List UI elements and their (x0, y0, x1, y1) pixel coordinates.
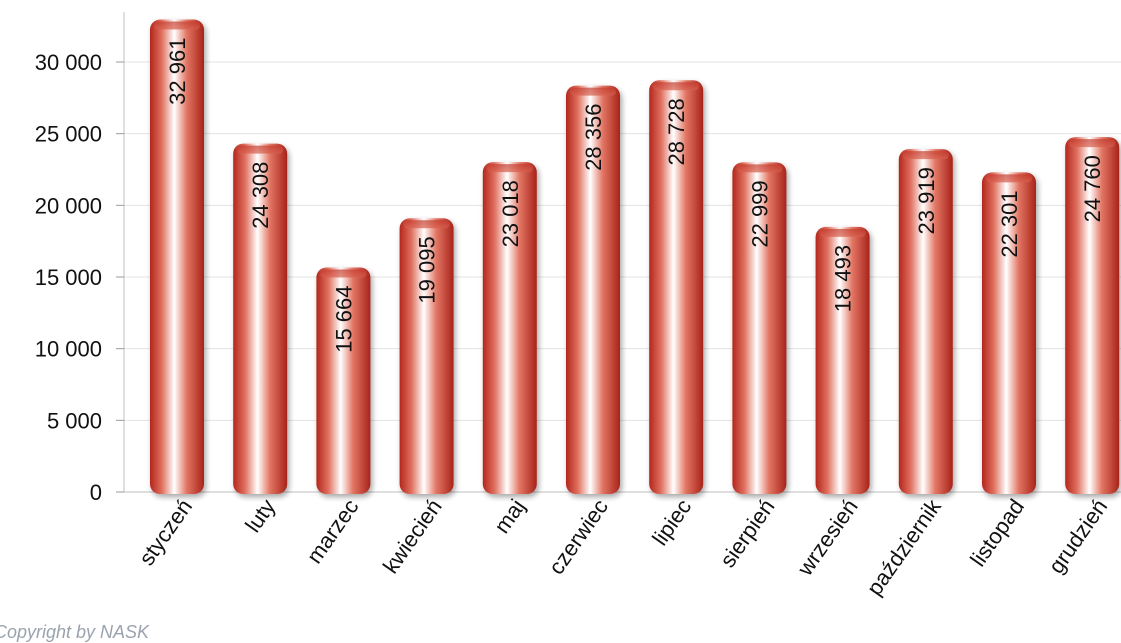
bar (566, 85, 620, 495)
bar-value-label: 15 664 (331, 285, 356, 352)
bars: 32 961 24 308 15 664 19 095 23 018 28 356 28 7… (150, 19, 1120, 495)
gridlines (124, 61, 1121, 493)
bar-cap (902, 151, 949, 160)
bar (482, 162, 537, 495)
bar-group: 24 308 (233, 143, 288, 494)
x-tick-label: sierpień (715, 495, 780, 572)
bar-value-label: 32 961 (165, 38, 190, 105)
bar-value-label: 28 728 (664, 98, 689, 165)
bar-cap (1069, 139, 1116, 148)
bar-cap (570, 87, 616, 96)
bar-cap (819, 228, 866, 237)
bar-group: 23 919 (898, 149, 953, 494)
bar-value-label: 18 493 (831, 245, 856, 312)
bar (150, 19, 204, 495)
y-tick-label: 5 000 (47, 408, 102, 433)
bar-group: 19 095 (399, 218, 454, 494)
x-tick-label: styczeń (134, 495, 197, 570)
bar-cap (986, 174, 1032, 183)
x-tick-label: kwiecień (378, 495, 447, 578)
bar (982, 172, 1036, 494)
bar (732, 162, 787, 495)
bar (898, 149, 953, 494)
bar-group: 32 961 (150, 19, 204, 495)
copyright-note: Copyright by NASK (0, 622, 150, 642)
x-tick-label: luty (240, 495, 280, 537)
bar (1065, 137, 1120, 494)
y-tick-label: 10 000 (35, 337, 102, 362)
bar-value-label: 22 301 (997, 190, 1022, 257)
x-tick-label: maj (489, 495, 530, 538)
bar-group: 15 664 (316, 267, 371, 494)
x-tick-label: marzec (302, 495, 364, 568)
x-tick-label: październik (862, 494, 947, 600)
bar-cap (653, 82, 700, 91)
bar-group: 18 493 (815, 226, 870, 495)
bar-cap (320, 269, 367, 278)
x-tick-label: czerwiec (544, 495, 614, 579)
bar-cap (736, 164, 783, 173)
bar-value-label: 23 018 (498, 180, 523, 247)
y-tick-label: 20 000 (35, 193, 102, 218)
x-tick-label: wrzesień (792, 495, 863, 581)
bar-cap (403, 220, 450, 229)
bar-group: 22 301 (982, 172, 1036, 494)
bar (399, 218, 454, 494)
bar-cap (237, 145, 284, 154)
bar-value-label: 22 999 (747, 180, 772, 247)
bar-group: 23 018 (482, 162, 537, 495)
bar-cap (154, 21, 200, 30)
y-tick-label: 15 000 (35, 265, 102, 290)
y-tick-label: 25 000 (35, 122, 102, 147)
bar-group: 28 728 (649, 80, 704, 495)
bar-cap (486, 164, 533, 173)
bar (316, 267, 371, 494)
bar-group: 24 760 (1065, 137, 1120, 494)
x-tick-label: grudzień (1043, 495, 1112, 578)
bar (815, 226, 870, 495)
bar-value-label: 19 095 (415, 236, 440, 303)
x-axis-labels: styczeń luty marzec kwiecień maj czerwiec lipi… (134, 494, 1112, 600)
bar-group: 28 356 (566, 85, 620, 495)
bar (233, 143, 288, 494)
bar-value-label: 24 308 (248, 162, 273, 229)
bar (649, 80, 704, 495)
x-tick-label: lipiec (647, 495, 696, 550)
y-axis-ticks: 0 5 000 10 000 15 000 20 000 25 000 30 000 (35, 50, 124, 505)
x-tick-label: listopad (965, 495, 1029, 571)
bar-group: 22 999 (732, 162, 787, 495)
bar-value-label: 28 356 (581, 104, 606, 171)
bar-value-label: 23 919 (914, 167, 939, 234)
y-tick-label: 30 000 (35, 50, 102, 75)
y-tick-label: 0 (90, 480, 102, 505)
bar-value-label: 24 760 (1080, 155, 1105, 222)
